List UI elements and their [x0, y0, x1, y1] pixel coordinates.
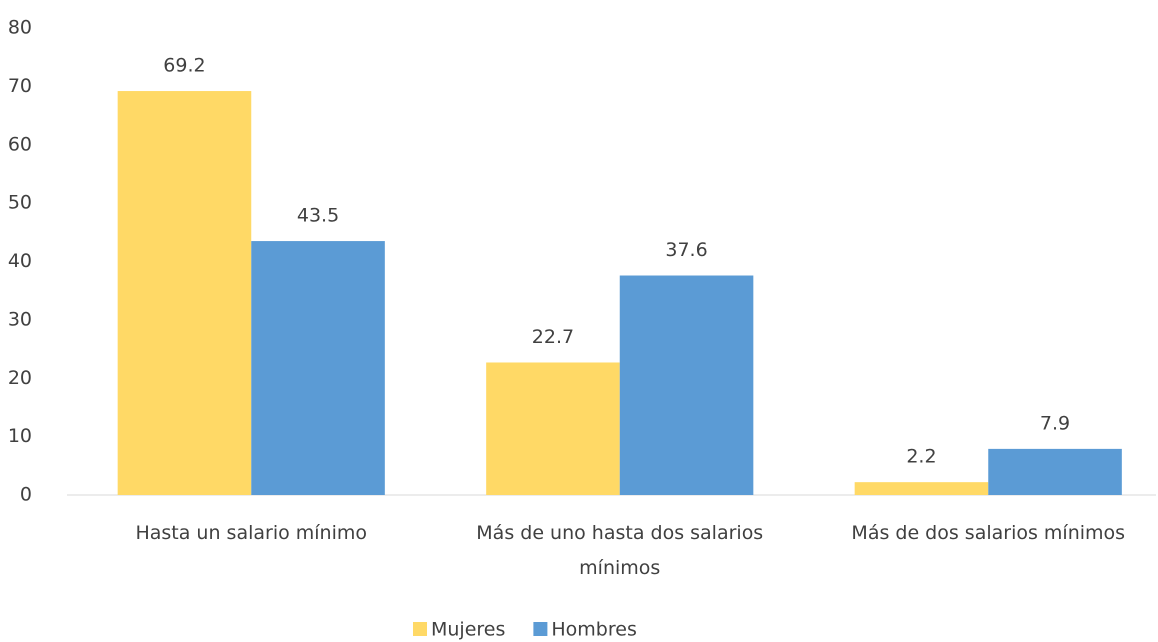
legend-label: Mujeres	[431, 619, 505, 641]
legend-swatch	[413, 622, 427, 636]
data-label: 22.7	[532, 326, 574, 348]
x-tick-label: Más de dos salarios mínimos	[851, 522, 1125, 544]
bar	[988, 448, 1122, 495]
legend-swatch	[533, 622, 548, 636]
legend-label: Hombres	[551, 619, 636, 641]
y-tick-label: 20	[8, 367, 32, 389]
x-tick-label: Más de uno hasta dos salarios mínimos	[476, 522, 763, 579]
y-tick-label: 10	[8, 425, 32, 447]
bar	[486, 362, 620, 495]
data-label: 69.2	[163, 55, 205, 77]
y-tick-label: 80	[8, 17, 32, 39]
bar	[251, 241, 385, 495]
y-tick-label: 70	[8, 75, 32, 97]
y-tick-label: 30	[8, 308, 32, 330]
data-label: 43.5	[297, 205, 339, 227]
y-tick-label: 50	[8, 192, 32, 214]
bar	[619, 275, 754, 495]
bar	[117, 91, 252, 496]
data-label: 2.2	[906, 446, 936, 468]
bar	[854, 482, 989, 495]
y-tick-label: 0	[20, 484, 32, 506]
y-tick-label: 40	[8, 250, 32, 272]
data-label: 7.9	[1040, 412, 1070, 434]
data-label: 37.6	[665, 239, 707, 261]
y-tick-label: 60	[8, 133, 32, 155]
x-tick-label: Hasta un salario mínimo	[135, 522, 367, 544]
